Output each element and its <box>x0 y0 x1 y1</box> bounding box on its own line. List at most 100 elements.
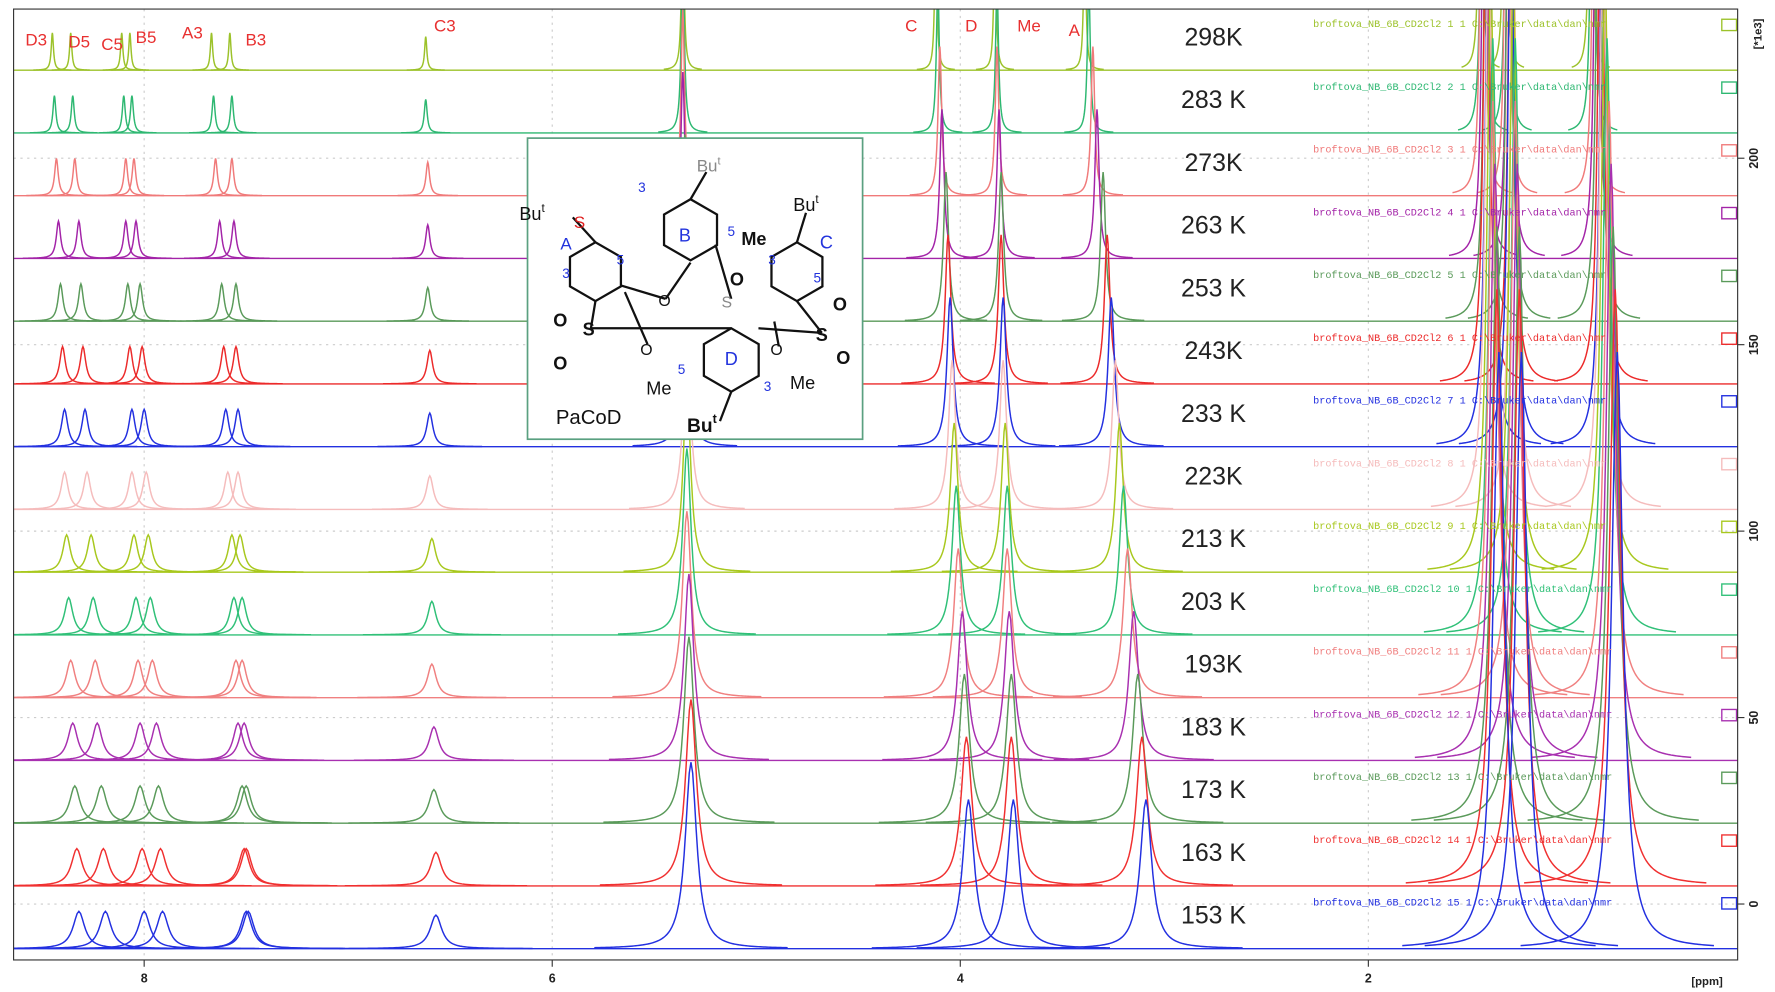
peak <box>1545 9 1661 508</box>
inset-label: O <box>658 293 670 310</box>
inset-label: D <box>725 349 738 369</box>
bond <box>620 284 666 300</box>
peak <box>916 9 955 71</box>
peak <box>189 344 283 385</box>
inset-label: O <box>833 294 847 314</box>
bond <box>796 300 823 334</box>
peak <box>1064 9 1114 133</box>
plot-frame <box>13 8 1739 961</box>
peak <box>1433 226 1605 821</box>
inset-label: S <box>574 214 585 233</box>
peak <box>357 662 507 699</box>
peak <box>608 573 769 761</box>
inset-label: A <box>560 235 572 254</box>
peak <box>201 158 263 197</box>
peak <box>26 158 87 197</box>
inset-label-text: O <box>833 294 847 314</box>
peak <box>44 158 105 197</box>
bond <box>773 321 780 347</box>
peak <box>185 407 291 448</box>
peak <box>1541 9 1669 570</box>
peak <box>344 851 528 887</box>
inset-label-text: Bu <box>793 195 815 215</box>
dataset-label: broftova_NB_6B_CD2Cl2 5 1 C:\Bruker\data… <box>1313 270 1606 282</box>
peak <box>1057 360 1174 510</box>
peak <box>1049 799 1243 949</box>
peak <box>192 32 231 71</box>
peak <box>882 611 1043 761</box>
peak <box>22 218 95 259</box>
peak <box>180 470 296 510</box>
peak <box>932 548 1082 698</box>
peak <box>1440 100 1590 696</box>
dataset-label: broftova_NB_6B_CD2Cl2 11 1 C:\Bruker\dat… <box>1313 647 1612 659</box>
peak <box>194 281 278 322</box>
peak <box>198 218 270 259</box>
peak <box>69 847 252 887</box>
bond <box>589 300 597 329</box>
inset-label-text: Bu <box>519 204 541 224</box>
peak <box>110 32 149 71</box>
peak <box>1437 163 1598 759</box>
peak <box>1054 485 1193 635</box>
inset-label-text: 5 <box>728 224 736 239</box>
inset-label: O <box>730 270 744 290</box>
peak-annotation: C5 <box>101 35 123 54</box>
inset-label-text: O <box>658 293 670 310</box>
inset-label-text: Bu <box>687 416 713 437</box>
inset-label-text: S <box>574 214 585 233</box>
peak <box>901 234 995 384</box>
row-box <box>1721 897 1738 910</box>
peak <box>906 109 978 259</box>
peak <box>160 784 332 824</box>
inset-label: 3 <box>562 266 570 281</box>
inset-label-text: D <box>725 349 738 369</box>
inset-label-text: 3 <box>562 266 570 281</box>
peak <box>975 9 1015 71</box>
peak <box>386 285 469 322</box>
peak <box>1520 351 1714 947</box>
inset-label: But <box>697 155 721 176</box>
inset-label: O <box>640 342 652 359</box>
peak <box>1439 9 1534 382</box>
peak <box>392 222 464 260</box>
peak <box>1061 109 1133 259</box>
peak <box>897 297 1003 447</box>
bond <box>795 212 808 243</box>
inset-label: O <box>553 353 567 373</box>
peak <box>29 95 79 134</box>
row-box <box>1721 520 1738 534</box>
peak <box>401 99 451 134</box>
inset-label-text: A <box>560 235 572 254</box>
bond <box>714 244 733 300</box>
inset-label: 3 <box>768 252 776 267</box>
peak <box>207 95 257 134</box>
peak <box>603 636 775 823</box>
peak <box>348 788 520 824</box>
inset-label: 5 <box>814 270 822 285</box>
peak <box>33 32 72 71</box>
peak <box>151 910 345 950</box>
peak <box>658 9 708 133</box>
peak <box>1557 9 1641 319</box>
temperature-label: 193K <box>1184 651 1243 679</box>
inset-label: C <box>820 232 833 252</box>
inset-label-text: 5 <box>814 270 822 285</box>
peak <box>183 218 256 259</box>
row-box <box>1721 144 1738 157</box>
peak <box>377 411 483 448</box>
inset-label: 3 <box>638 180 646 195</box>
peak <box>894 360 1010 510</box>
row-box <box>1721 206 1738 220</box>
inset-label-text: O <box>553 310 567 330</box>
peak <box>1534 100 1684 696</box>
peak <box>972 9 1022 133</box>
peak <box>1455 9 1572 508</box>
inset-frame <box>526 137 864 441</box>
peak <box>339 913 533 950</box>
peak <box>871 799 1066 949</box>
row-box <box>1721 81 1738 94</box>
peak <box>599 699 783 886</box>
inset-label: 3 <box>764 379 772 394</box>
peak <box>72 784 245 824</box>
